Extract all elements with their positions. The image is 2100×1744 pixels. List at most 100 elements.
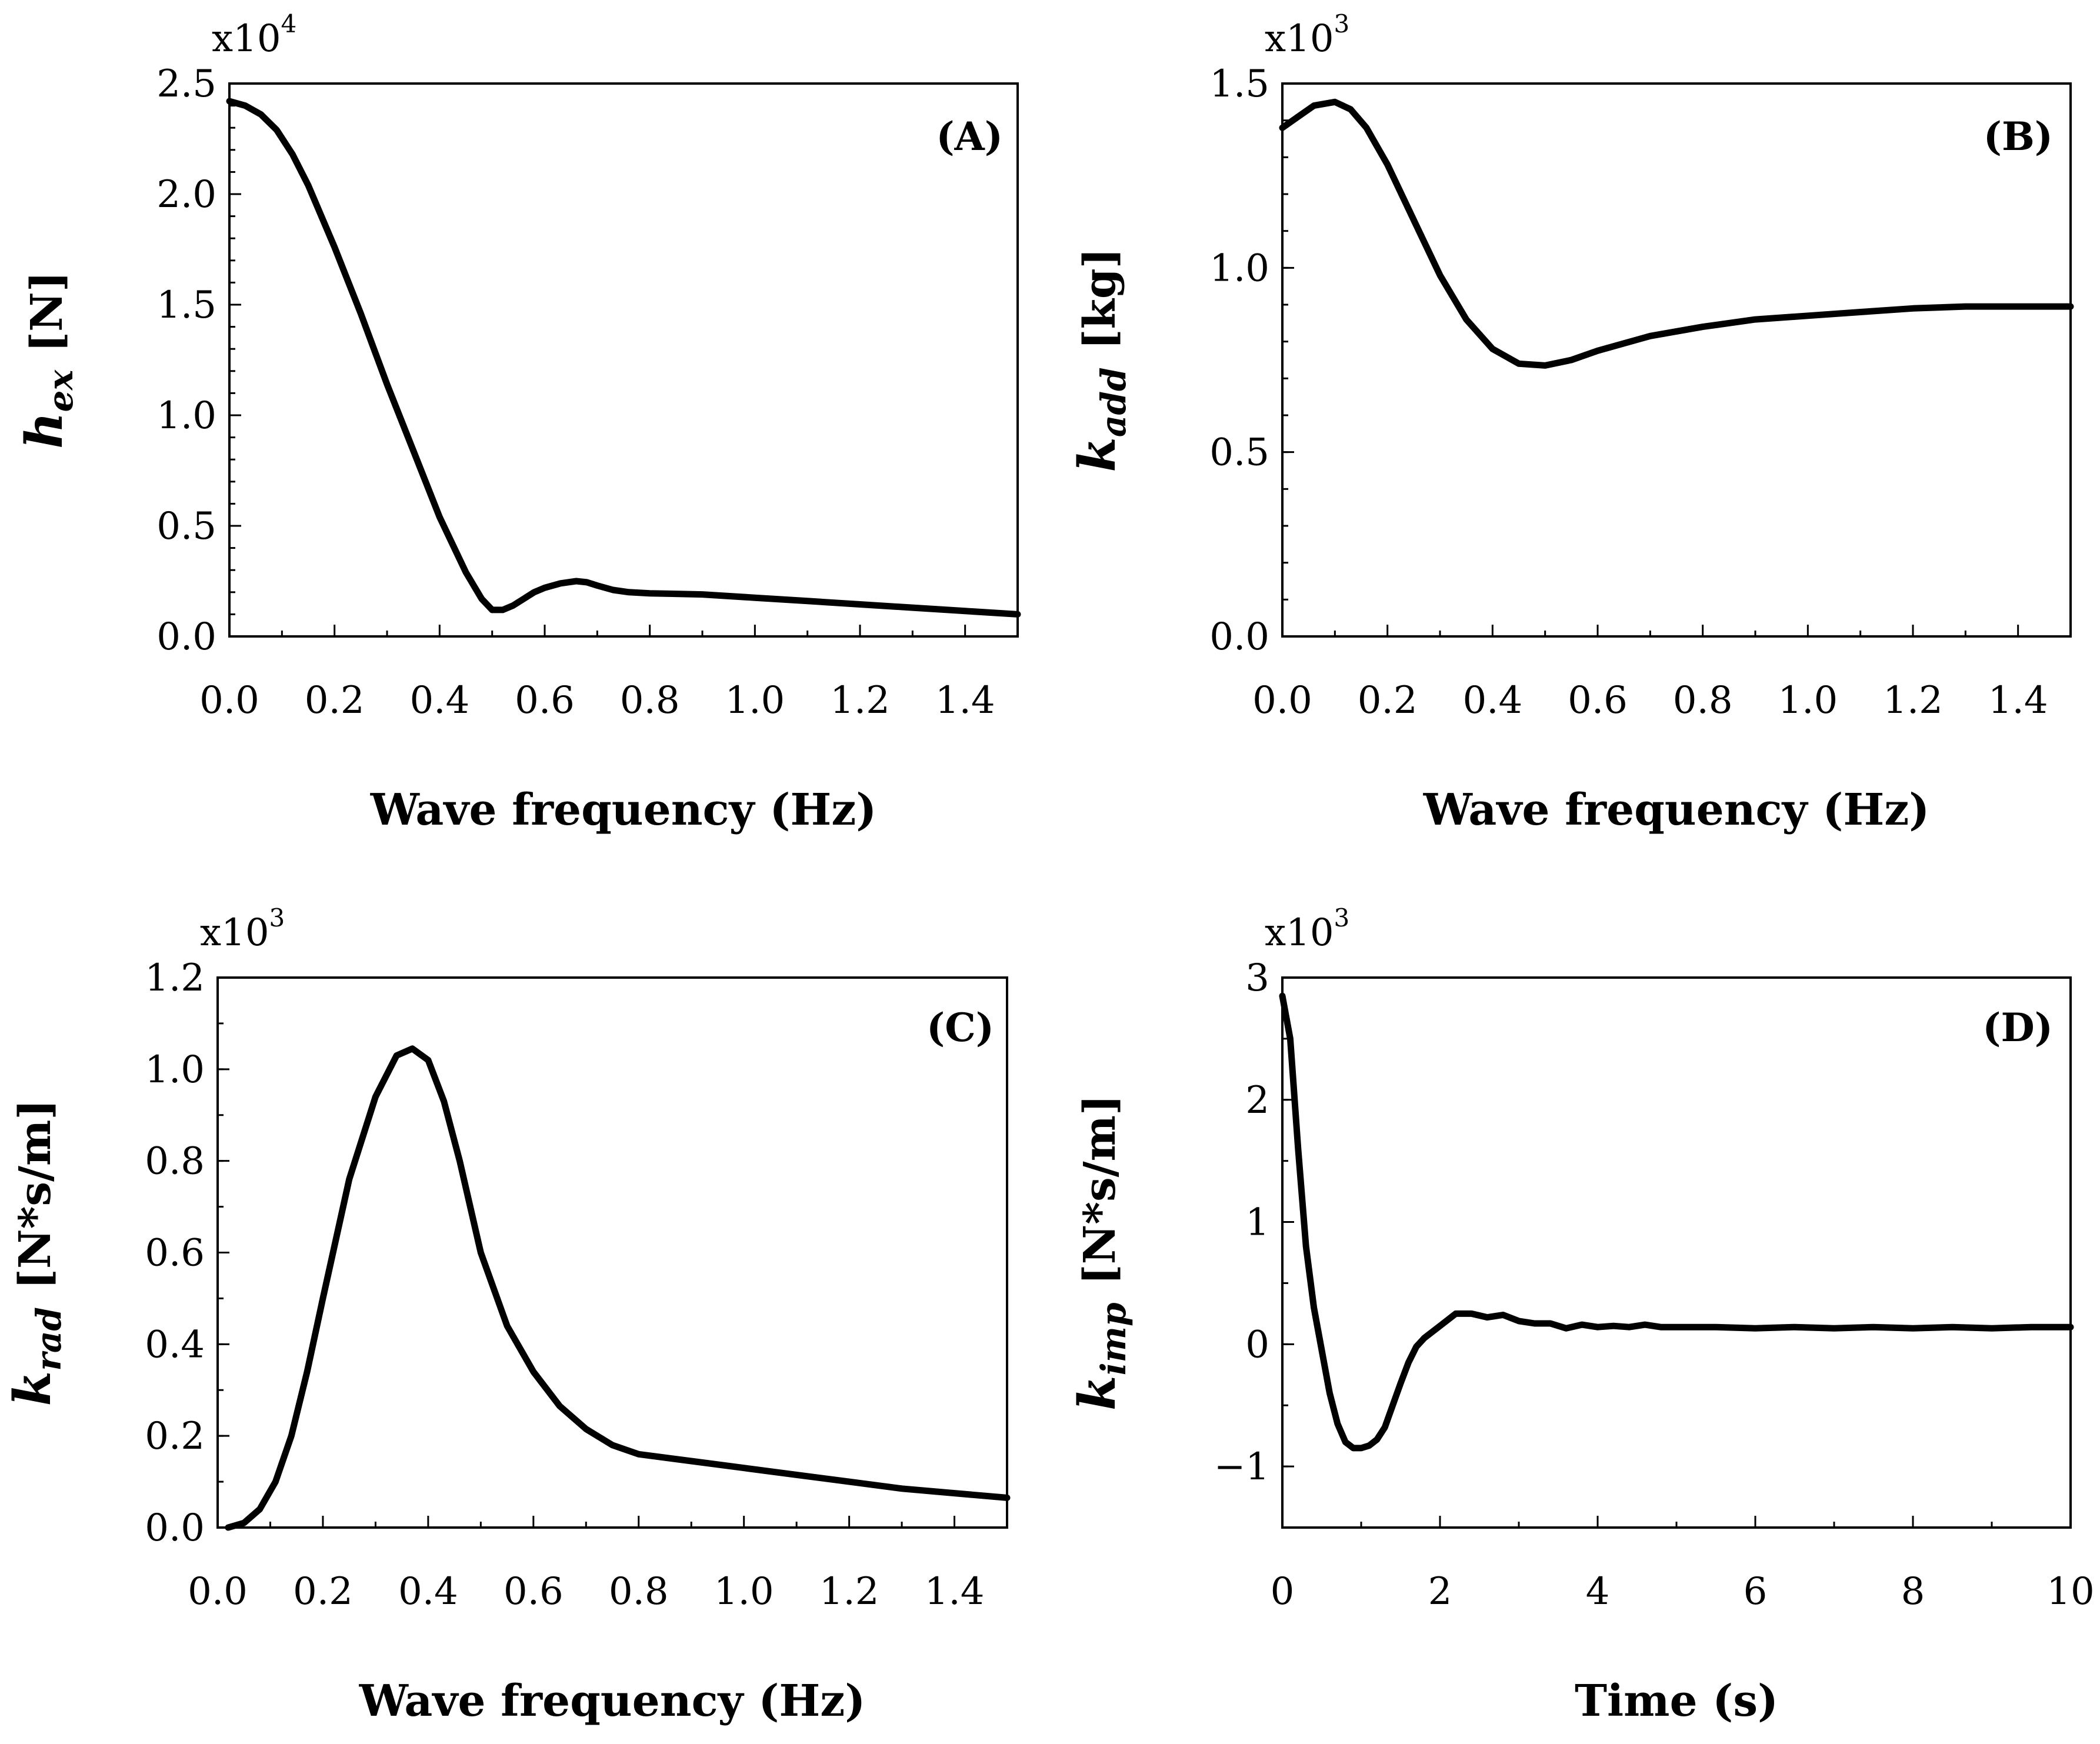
panel-label: (A)	[936, 114, 1003, 159]
y-tick-label: 1.0	[156, 394, 216, 438]
x-tick-label: 0.8	[620, 679, 680, 722]
x-tick-label: 0.2	[293, 1570, 353, 1613]
y-tick-label: 0.8	[145, 1140, 205, 1183]
y-tick-label: 0.4	[145, 1323, 205, 1366]
y-axis-title: hex [N]	[15, 271, 81, 449]
y-axis-unit: [N*s/m]	[1075, 1095, 1125, 1285]
y-axis-subscript: add	[1094, 367, 1134, 437]
x-axis-title: Wave frequency (Hz)	[370, 785, 877, 835]
y-tick-label: 3	[1245, 956, 1269, 1000]
y-tick-label: 0.5	[156, 505, 216, 548]
y-tick-label: 1	[1245, 1201, 1269, 1245]
y-axis-symbol: k	[1068, 1375, 1127, 1410]
x-tick-label: 1.0	[725, 679, 785, 722]
series-line-h-ex	[226, 98, 1021, 618]
y-axis-unit: [N]	[22, 271, 72, 352]
y-axis-title: krad [N*s/m]	[3, 1099, 69, 1406]
x-tick-label: 1.2	[819, 1570, 879, 1613]
panel-label: (C)	[926, 1005, 994, 1051]
y-tick-label: 2	[1245, 1079, 1269, 1122]
y-tick-label: 0.5	[1209, 431, 1269, 475]
y-scale-factor: x103	[1265, 9, 1349, 61]
chart-panel-d: −1 0 1 2 3 0 2 4 6 8 10 Time (s) kimp [N*s/m] x103 (D)	[1068, 903, 2095, 1726]
x-tick-label: 0.0	[199, 679, 259, 722]
series-line-k-add	[1279, 98, 2074, 369]
x-tick-label: 2	[1428, 1570, 1452, 1613]
chart-panel-a: 0.0 0.5 1.0 1.5 2.0 2.5 0.0 0.2 0.4 0.6 0.8 1.0 1.2 1…	[15, 9, 1021, 835]
scale-base: x10	[212, 17, 281, 61]
x-tick-label: 0.2	[1358, 679, 1418, 722]
x-tick-label: 0.6	[515, 679, 575, 722]
x-tick-label: 0.4	[398, 1570, 458, 1613]
y-tick-label: 1.5	[1209, 62, 1269, 106]
y-tick-label: 2.0	[156, 173, 216, 216]
scale-base: x10	[1265, 17, 1334, 61]
x-tick-label: 1.4	[1988, 679, 2048, 722]
y-tick-label: 0	[1245, 1323, 1269, 1366]
y-tick-label: 1.0	[145, 1048, 205, 1092]
y-tick-label: 2.5	[156, 62, 216, 106]
x-tick-label: 1.4	[935, 679, 995, 722]
x-tick-label: 1.2	[1883, 679, 1943, 722]
x-tick-label: 1.4	[925, 1570, 985, 1613]
scale-exponent: 3	[1334, 9, 1350, 38]
x-tick-label: 0.2	[305, 679, 365, 722]
scale-exponent: 3	[269, 903, 285, 932]
x-tick-label: 4	[1586, 1570, 1610, 1613]
y-tick-label: 0.2	[145, 1415, 205, 1458]
chart-panel-c: 0.0 0.2 0.4 0.6 0.8 1.0 1.2 0.0 0.2 0.4 0.6 0.8 1.0 1…	[3, 903, 1011, 1726]
x-tick-label: 0.0	[1252, 679, 1312, 722]
panel-label: (D)	[1982, 1005, 2053, 1051]
y-axis-unit: [N*s/m]	[10, 1099, 61, 1289]
x-tick-label: 0.4	[409, 679, 469, 722]
y-axis-title: kadd [kg]	[1068, 248, 1134, 472]
y-tick-label: 0.0	[1209, 615, 1269, 659]
y-tick-label: 0.0	[145, 1506, 205, 1550]
x-tick-label: 1.2	[830, 679, 890, 722]
x-tick-label: 1.0	[714, 1570, 774, 1613]
y-axis-subscript: ex	[41, 369, 81, 412]
x-tick-label: 0.4	[1462, 679, 1522, 722]
x-tick-label: 8	[1901, 1570, 1925, 1613]
scale-exponent: 4	[281, 9, 297, 38]
y-tick-label: 1.0	[1209, 246, 1269, 290]
panel-label: (B)	[1984, 114, 2053, 159]
y-tick-label: 1.5	[156, 284, 216, 327]
x-tick-label: 1.0	[1778, 679, 1838, 722]
x-tick-label: 0	[1271, 1570, 1295, 1613]
y-tick-label: 0.6	[145, 1232, 205, 1275]
scale-exponent: 3	[1334, 903, 1350, 932]
y-axis-subscript: imp	[1094, 1302, 1134, 1375]
x-axis-title: Wave frequency (Hz)	[1423, 785, 1930, 835]
x-tick-label: 0.8	[1673, 679, 1733, 722]
y-axis-symbol: k	[1068, 437, 1127, 472]
plot-frame	[228, 82, 1019, 638]
x-axis-title: Wave frequency (Hz)	[359, 1676, 866, 1726]
plot-frame	[1281, 82, 2072, 638]
plot-frame	[1281, 976, 2072, 1529]
y-scale-factor: x104	[212, 9, 296, 61]
y-axis-title: kimp [N*s/m]	[1068, 1095, 1134, 1410]
y-scale-factor: x103	[200, 903, 285, 955]
series-line-k-rad	[225, 1045, 1011, 1531]
x-tick-label: 0.6	[1568, 679, 1628, 722]
y-axis-unit: [kg]	[1075, 248, 1125, 349]
scale-base: x10	[1265, 911, 1334, 955]
x-tick-label: 0.8	[609, 1570, 669, 1613]
y-tick-label: −1	[1214, 1445, 1269, 1489]
x-tick-label: 0.6	[504, 1570, 564, 1613]
x-tick-label: 10	[2046, 1570, 2094, 1613]
series-line-k-imp	[1279, 992, 2074, 1452]
y-axis-subscript: rad	[29, 1307, 69, 1371]
scale-base: x10	[200, 911, 269, 955]
y-scale-factor: x103	[1265, 903, 1349, 955]
y-axis-symbol: k	[3, 1371, 62, 1406]
chart-panel-b: 0.0 0.5 1.0 1.5 0.0 0.2 0.4 0.6 0.8 1.0 1.2 1.4 Wave…	[1068, 9, 2074, 835]
y-tick-label: 0.0	[156, 615, 216, 659]
y-tick-label: 1.2	[145, 956, 205, 1000]
x-axis-title: Time (s)	[1575, 1676, 1778, 1726]
x-tick-label: 6	[1744, 1570, 1768, 1613]
y-axis-symbol: h	[15, 412, 74, 449]
x-tick-label: 0.0	[188, 1570, 248, 1613]
